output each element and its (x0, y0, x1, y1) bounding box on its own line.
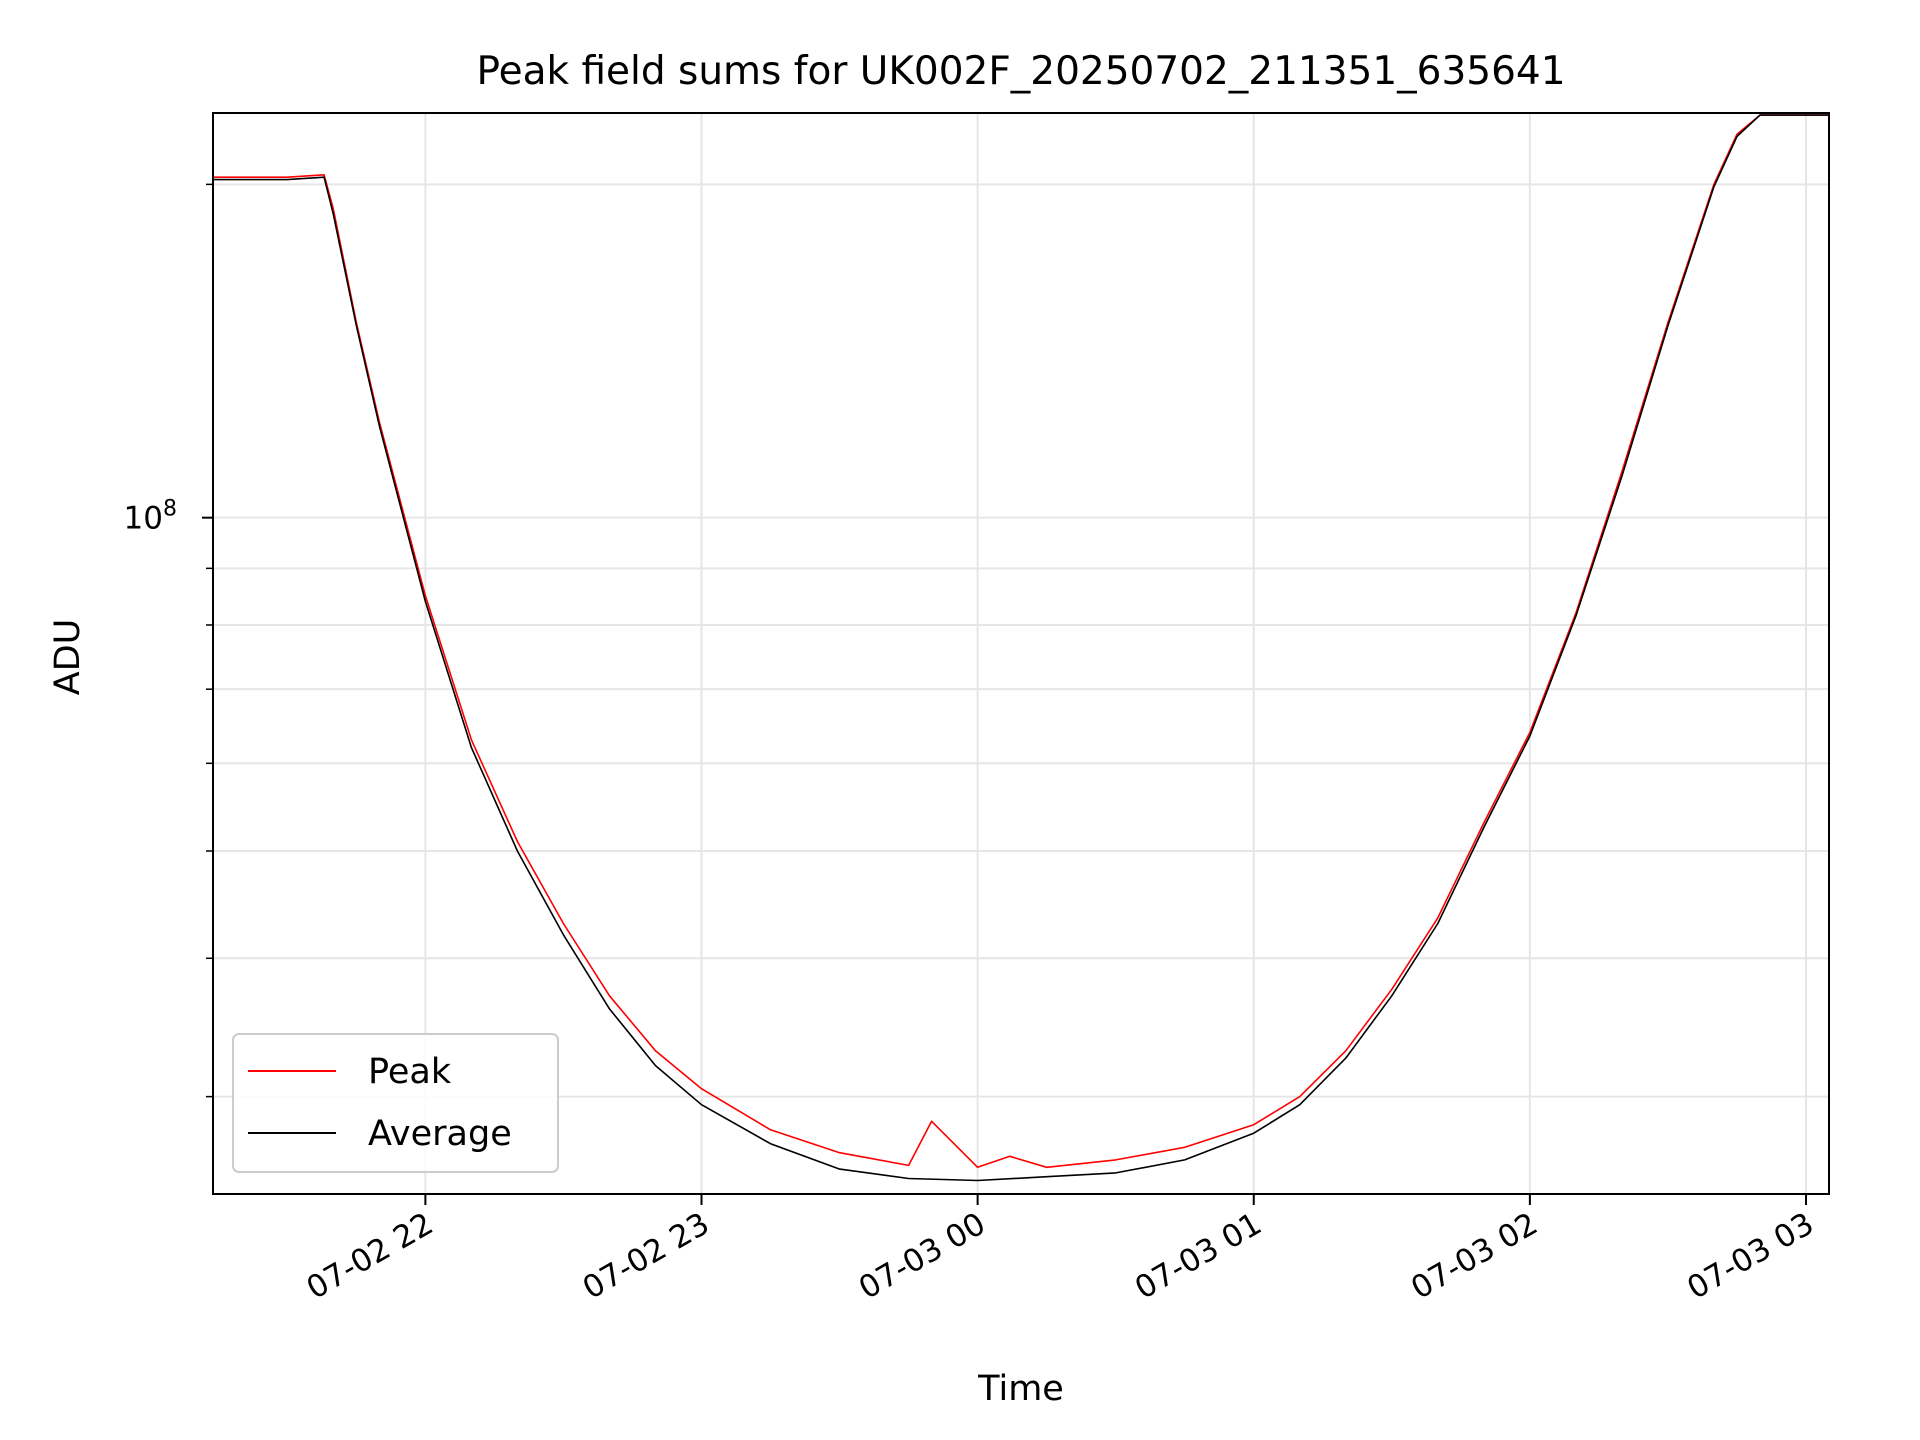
chart-title: Peak field sums for UK002F_20250702_2113… (476, 49, 1565, 94)
grid (213, 113, 1829, 1194)
legend: Peak Average (232, 1033, 559, 1173)
series-line-average (213, 114, 1829, 1182)
series-layer (213, 114, 1829, 1182)
y-axis-label: ADU (48, 619, 88, 696)
legend-box (232, 1033, 559, 1173)
x-axis-label: Time (977, 1369, 1064, 1409)
series-line-peak (213, 114, 1829, 1169)
plot-frame (212, 112, 1830, 1195)
legend-label-peak: Peak (368, 1052, 452, 1092)
legend-label-average: Average (368, 1114, 512, 1154)
